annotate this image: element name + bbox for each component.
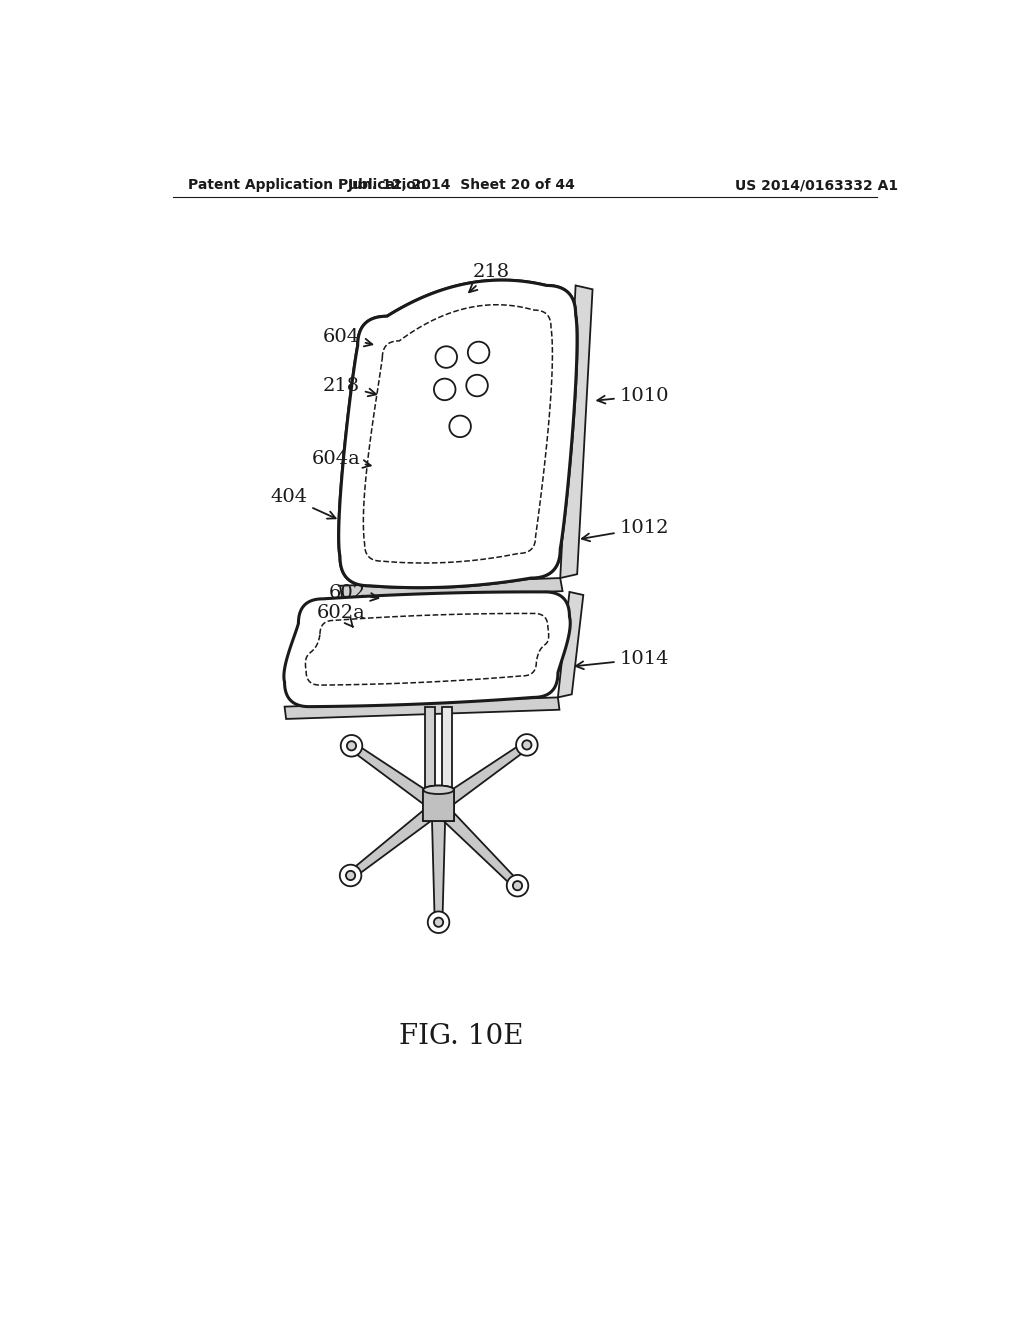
Circle shape [468,342,489,363]
Text: 1014: 1014 [575,649,669,669]
Polygon shape [284,591,570,706]
Polygon shape [558,591,584,697]
Polygon shape [340,578,562,599]
Bar [423,789,454,821]
Text: 218: 218 [323,376,376,396]
Circle shape [340,865,361,886]
Polygon shape [349,743,442,812]
Text: FIG. 10E: FIG. 10E [399,1023,524,1049]
Polygon shape [348,801,442,879]
Bar [423,789,454,821]
Circle shape [434,379,456,400]
Text: 1010: 1010 [597,387,669,404]
Polygon shape [560,285,593,578]
Ellipse shape [423,785,454,795]
Circle shape [522,741,531,750]
Circle shape [347,741,356,750]
Text: Jun. 12, 2014  Sheet 20 of 44: Jun. 12, 2014 Sheet 20 of 44 [348,178,575,193]
Text: Patent Application Publication: Patent Application Publication [188,178,426,193]
Ellipse shape [423,785,454,795]
Circle shape [450,416,471,437]
Polygon shape [339,280,578,587]
Polygon shape [432,807,445,923]
Circle shape [341,735,362,756]
Text: 218: 218 [469,264,510,292]
Bar [441,706,452,797]
Circle shape [346,871,355,880]
Text: 604a: 604a [311,450,371,467]
Polygon shape [285,697,559,719]
Text: 602a: 602a [316,603,366,627]
Text: 404: 404 [270,488,336,519]
Circle shape [434,917,443,927]
Circle shape [513,880,522,890]
Polygon shape [339,280,578,587]
Circle shape [466,375,487,396]
Text: 1012: 1012 [582,519,669,541]
Bar [425,706,435,797]
Circle shape [428,911,450,933]
Circle shape [507,875,528,896]
Circle shape [435,346,457,368]
Text: 602: 602 [329,585,379,602]
Circle shape [516,734,538,755]
Polygon shape [433,801,520,888]
Polygon shape [434,742,529,812]
Text: US 2014/0163332 A1: US 2014/0163332 A1 [735,178,898,193]
Text: 604: 604 [323,329,373,346]
